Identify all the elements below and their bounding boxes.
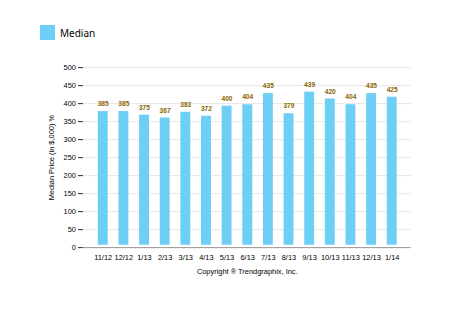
- svg-text:11/13: 11/13: [342, 253, 360, 262]
- svg-text:375: 375: [139, 104, 150, 111]
- svg-text:1/13: 1/13: [137, 253, 151, 262]
- svg-text:5/13: 5/13: [220, 253, 234, 262]
- svg-text:11/12: 11/12: [94, 253, 112, 262]
- html-text:Median: Median: [60, 25, 96, 40]
- svg-text:12/13: 12/13: [362, 253, 381, 262]
- svg-text:150: 150: [64, 189, 76, 198]
- svg-text:3/13: 3/13: [179, 253, 193, 262]
- svg-text:7/13: 7/13: [261, 253, 275, 262]
- svg-text:435: 435: [263, 82, 274, 89]
- svg-text:50: 50: [68, 225, 76, 234]
- svg-text:200: 200: [64, 171, 76, 180]
- svg-text:500: 500: [64, 63, 76, 72]
- svg-text:435: 435: [366, 82, 377, 89]
- svg-text:367: 367: [160, 107, 171, 114]
- svg-text:425: 425: [387, 86, 398, 93]
- svg-text:100: 100: [64, 207, 76, 216]
- svg-text:385: 385: [118, 100, 129, 107]
- svg-text:383: 383: [180, 101, 191, 108]
- svg-text:250: 250: [64, 153, 76, 162]
- svg-text:400: 400: [222, 95, 233, 102]
- svg-text:300: 300: [64, 135, 76, 144]
- svg-text:350: 350: [64, 117, 76, 126]
- svg-text:385: 385: [98, 100, 109, 107]
- svg-text:Median Price (in $,000) %: Median Price (in $,000) %: [47, 115, 56, 201]
- svg-text:2/13: 2/13: [158, 253, 172, 262]
- svg-text:439: 439: [304, 81, 315, 88]
- svg-text:9/13: 9/13: [302, 253, 316, 262]
- svg-text:Copyright ® Trendgraphix, Inc.: Copyright ® Trendgraphix, Inc.: [197, 267, 298, 276]
- svg-text:8/13: 8/13: [282, 253, 296, 262]
- svg-text:0: 0: [72, 243, 76, 252]
- svg-text:404: 404: [345, 93, 356, 100]
- svg-text:404: 404: [242, 93, 253, 100]
- svg-text:1/14: 1/14: [385, 253, 399, 262]
- svg-text:12/12: 12/12: [115, 253, 134, 262]
- svg-text:372: 372: [201, 105, 212, 112]
- svg-text:379: 379: [283, 102, 294, 109]
- svg-text:450: 450: [64, 81, 76, 90]
- svg-text:400: 400: [64, 99, 76, 108]
- svg-text:4/13: 4/13: [199, 253, 213, 262]
- svg-text:6/13: 6/13: [240, 253, 254, 262]
- svg-text:10/13: 10/13: [321, 253, 340, 262]
- svg-text:420: 420: [325, 88, 336, 95]
